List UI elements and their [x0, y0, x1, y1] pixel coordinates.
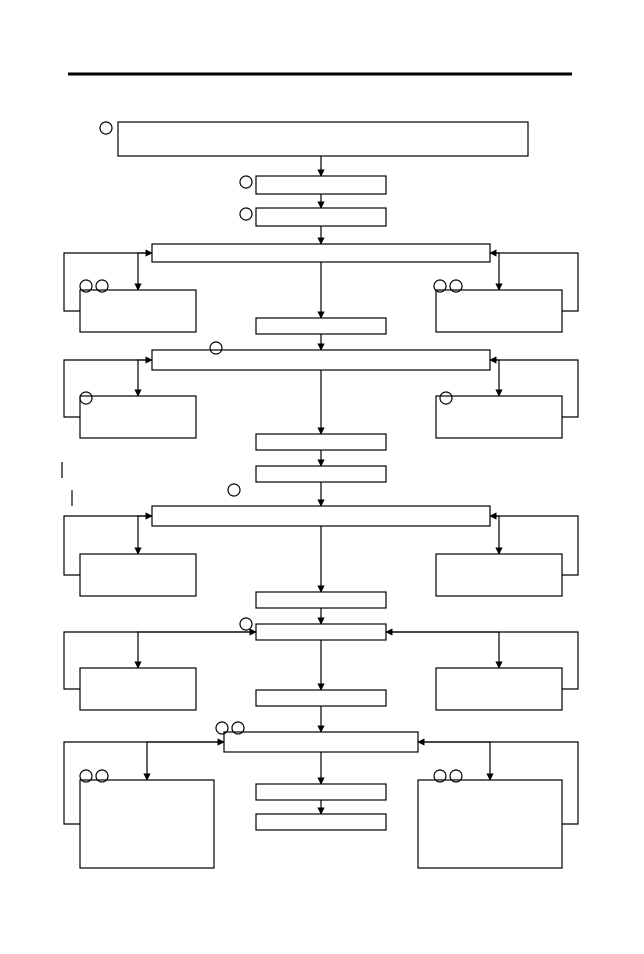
node-n18 — [80, 668, 196, 710]
edge-14 — [138, 253, 152, 290]
node-n24 — [256, 814, 386, 830]
node-n12 — [256, 466, 386, 482]
edge-32 — [418, 742, 490, 780]
node-n21 — [224, 732, 418, 752]
node-n16 — [436, 554, 562, 596]
edge-20 — [490, 360, 499, 396]
node-n14 — [80, 554, 196, 596]
node-n2 — [256, 176, 386, 194]
node-n4 — [152, 244, 490, 262]
node-n10 — [256, 434, 386, 450]
node-n7 — [436, 290, 562, 332]
edge-16 — [490, 253, 499, 290]
circle-marker-12 — [216, 722, 228, 734]
node-n25 — [418, 780, 562, 868]
circle-marker-10 — [228, 484, 240, 496]
node-n8 — [152, 350, 490, 370]
node-n20 — [436, 668, 562, 710]
circle-marker-2 — [240, 208, 252, 220]
edge-30 — [147, 742, 224, 780]
node-n23 — [256, 784, 386, 800]
node-n6 — [256, 318, 386, 334]
edge-18 — [138, 360, 152, 396]
node-n1 — [118, 122, 528, 156]
node-n3 — [256, 208, 386, 226]
node-n15 — [256, 592, 386, 608]
circle-marker-0 — [100, 122, 112, 134]
node-n19 — [256, 690, 386, 706]
node-n11 — [436, 396, 562, 438]
edge-24 — [490, 516, 499, 554]
circle-marker-1 — [240, 176, 252, 188]
circle-marker-11 — [240, 618, 252, 630]
node-n13 — [152, 506, 490, 526]
edge-22 — [138, 516, 152, 554]
node-n5 — [80, 290, 196, 332]
edge-26 — [138, 632, 256, 668]
node-n9 — [80, 396, 196, 438]
node-n22 — [80, 780, 214, 868]
node-n17 — [256, 624, 386, 640]
edge-28 — [386, 632, 499, 668]
